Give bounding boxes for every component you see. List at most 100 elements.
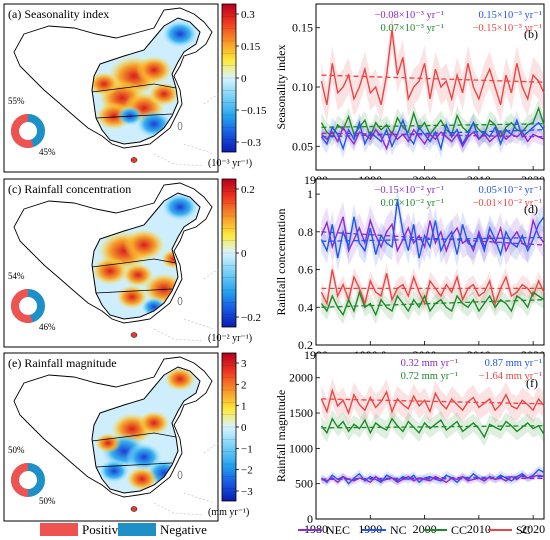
legend-label-sc: SC	[516, 523, 531, 537]
colorbar-tick-label: 2	[241, 379, 247, 391]
region-boundary	[91, 432, 177, 468]
trend-line-cc	[321, 123, 545, 128]
series-line-sc	[320, 269, 545, 306]
line-chart: 198019902000201020200500100015002000Rain…	[274, 352, 545, 536]
series-line-cc	[320, 289, 545, 317]
donut-positive-label: 54%	[8, 271, 25, 281]
heatmap-blob	[148, 82, 180, 106]
y-tick-label: 2000	[289, 371, 313, 385]
series-line-cc	[320, 106, 545, 139]
series-line-cc	[320, 417, 545, 439]
study-region-border	[91, 17, 201, 145]
map-panels: (a) Seasonality index 55% 45% 0.3 0.15 0 −0.15…	[3, 3, 267, 522]
y-tick-label: 1000	[289, 441, 313, 455]
neighbor-border	[153, 442, 219, 516]
trend-label-sc: −0.15×10⁻³ yr⁻¹	[473, 23, 542, 34]
heatmap-blob	[164, 367, 196, 391]
island	[130, 332, 138, 338]
colorbar-tick-label: −3	[241, 486, 253, 498]
donut-chart	[11, 289, 45, 323]
series-line-nec	[320, 125, 545, 151]
trend-label-cc: 0.07×10⁻³ yr⁻¹	[380, 23, 444, 34]
map-panel: (e) Rainfall magnitude 50% 50%	[3, 352, 219, 522]
map-panel: (a) Seasonality index 55% 45%	[3, 3, 219, 173]
island	[177, 121, 183, 131]
donut-negative-label: 50%	[39, 496, 56, 506]
heatmap-blob	[161, 193, 199, 221]
neighbor-border	[153, 93, 219, 167]
trend-line-nec	[321, 132, 545, 138]
line-chart: 19801990.02000201020200.20.40.60.81Rainf…	[274, 178, 545, 362]
colorbar-unit: (10⁻² yr⁻¹)	[208, 333, 252, 344]
y-tick-label: 0.4	[298, 300, 313, 314]
heatmap-blob	[92, 257, 129, 285]
trend-label-nc: 0.87 mm yr⁻¹	[485, 358, 542, 369]
donut-positive	[11, 114, 45, 148]
colorbar: 3 2 1 0 −1 −2 −3 (mm yr⁻¹)	[208, 352, 253, 518]
legend-negative-label: Negative	[160, 522, 207, 537]
trend-label-cc: 0.07×10⁻² yr⁻¹	[380, 198, 444, 209]
donut-negative-label: 45%	[39, 147, 56, 157]
y-axis-label: Rainfall concentration	[274, 209, 288, 316]
heatmap-blob	[126, 467, 158, 491]
heatmap-blob	[92, 72, 120, 96]
plot-frame	[315, 178, 545, 346]
map-panel: (c) Rainfall concentration 54% 46%	[3, 178, 219, 348]
region-boundary	[91, 83, 177, 119]
legends: Positive Negative NEC NC CC SC	[40, 522, 531, 537]
y-tick-label: 1500	[289, 406, 313, 420]
colorbar-tick-label: −0.3	[241, 137, 261, 149]
y-tick-label: 0.10	[292, 80, 313, 94]
plot-frame	[315, 352, 545, 520]
y-tick-label: 0.8	[298, 225, 313, 239]
y-tick-label: 0.2	[298, 338, 313, 352]
neighbor-border	[153, 268, 219, 342]
trend-line-nc	[321, 236, 545, 242]
trend-label-cc: 0.72 mm yr⁻¹	[401, 371, 458, 382]
legend-label-nec: NEC	[326, 523, 350, 537]
series-band-sc	[321, 260, 544, 313]
y-axis-label: Rainfall magnitude	[274, 390, 288, 482]
y-tick-label: 0.15	[292, 21, 313, 35]
trend-line-nc	[321, 475, 545, 480]
series-line-nc	[320, 199, 545, 259]
legend-positive-swatch	[40, 523, 78, 536]
donut-negative-label: 46%	[39, 322, 56, 332]
legend-label-cc: CC	[451, 523, 467, 537]
heatmap-blob	[122, 263, 154, 287]
donut-positive-label: 50%	[8, 445, 25, 455]
region-boundary	[91, 258, 177, 294]
x-tick-label: 2020	[521, 522, 545, 536]
y-tick-label: 0.05	[292, 139, 313, 153]
panel-label: (f)	[526, 376, 538, 390]
island	[130, 157, 138, 163]
trend-line-cc	[321, 425, 545, 429]
legend-label-nc: NC	[390, 523, 407, 537]
trend-line-cc	[321, 299, 545, 308]
donut-positive-label: 55%	[8, 96, 25, 106]
series-line-sc	[320, 30, 545, 106]
series-band-cc	[321, 409, 544, 447]
series-line-sc	[320, 387, 545, 416]
donut-positive	[11, 463, 45, 497]
island	[177, 470, 183, 480]
heatmap-blob	[138, 411, 170, 435]
trend-label-nec: −0.15×10⁻² yr⁻¹	[375, 185, 444, 196]
heatmap-blob	[95, 433, 121, 453]
colorbar: 0.3 0.15 0 −0.15 −0.3 (10⁻³ yr⁻¹)	[208, 3, 267, 169]
trend-label-sc: −0.01×10⁻² yr⁻¹	[473, 198, 542, 209]
heatmap-blob	[161, 20, 199, 48]
trend-line-nc	[321, 129, 545, 138]
colorbar: 0.2 0 −0.2 (10⁻² yr⁻¹)	[208, 178, 261, 344]
colorbar-tick-label: −0.2	[241, 312, 261, 324]
map-title: (e) Rainfall magnitude	[8, 356, 117, 370]
colorbar-unit: (10⁻³ yr⁻¹)	[208, 158, 252, 169]
series-band-cc	[321, 98, 544, 147]
donut-chart	[11, 463, 45, 497]
colorbar-tick-label: 0	[241, 248, 247, 260]
x-tick-label: 2010	[467, 522, 491, 536]
series-band-nc	[321, 465, 544, 488]
colorbar-tick-label: 0	[241, 422, 247, 434]
legend-positive-label: Positive	[82, 522, 124, 537]
